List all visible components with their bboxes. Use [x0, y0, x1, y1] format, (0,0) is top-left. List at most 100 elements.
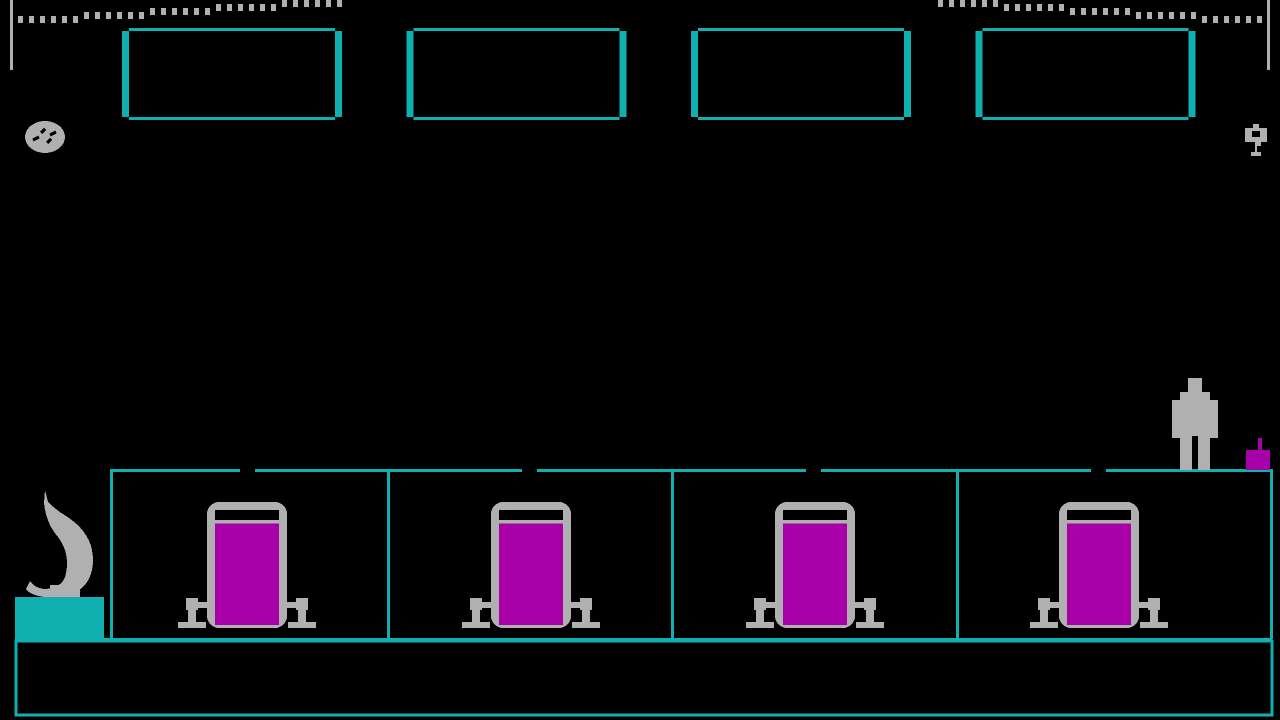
tanks — [178, 502, 1168, 628]
tank-foot — [288, 622, 316, 628]
arch-dash — [128, 12, 133, 19]
arch-dash — [1180, 12, 1185, 19]
windows — [122, 28, 1196, 120]
ceiling-arches — [18, 0, 1262, 23]
window-left — [975, 31, 983, 117]
tank-leg — [866, 610, 874, 624]
platform-segment — [821, 469, 959, 472]
window-top — [129, 28, 335, 31]
keyhole-icon[interactable] — [1245, 124, 1267, 156]
arch-dash — [150, 8, 155, 15]
tank-liquid — [1067, 523, 1131, 625]
window-top — [413, 28, 620, 31]
arch-dash — [1059, 4, 1064, 11]
window-right — [904, 31, 911, 117]
tank-leg-bar — [855, 602, 870, 608]
arch-dash — [139, 12, 144, 19]
arch-dash — [982, 0, 987, 7]
arch-dash — [106, 12, 111, 19]
window-right — [619, 31, 627, 117]
arch-dash — [960, 0, 965, 7]
platform-divider — [1270, 469, 1273, 639]
window-bottom — [413, 117, 620, 120]
window-top — [698, 28, 904, 31]
arch-dash — [1257, 16, 1262, 23]
arch-dash — [1202, 16, 1207, 23]
window-left — [122, 31, 129, 117]
arch-dash — [949, 0, 954, 7]
tank-leg — [298, 610, 306, 624]
status-panel — [14, 639, 1274, 717]
window-top — [982, 28, 1189, 31]
tank-foot — [178, 622, 206, 628]
arch-dash — [1191, 12, 1196, 19]
arch-dash — [1015, 4, 1020, 11]
robot-figure[interactable] — [1172, 378, 1218, 470]
platform-segment — [671, 469, 806, 472]
arch-dash — [183, 8, 188, 15]
arch-dash — [40, 16, 45, 23]
window — [122, 28, 342, 120]
tank-leg-bar — [287, 602, 302, 608]
tank-top-opening — [215, 510, 279, 520]
tank — [462, 502, 600, 628]
arch-dash — [1037, 4, 1042, 11]
tank-leg-bar — [760, 602, 775, 608]
arch-dash — [282, 0, 287, 7]
arch-dash — [1081, 8, 1086, 15]
tank-leg — [756, 610, 764, 624]
platform-segment — [1106, 469, 1273, 472]
clock-icon[interactable] — [25, 121, 65, 153]
arch-dash — [62, 16, 67, 23]
tank — [178, 502, 316, 628]
window-right — [335, 31, 342, 117]
platform-divider — [671, 469, 674, 639]
tank-leg-bar — [571, 602, 586, 608]
window — [975, 28, 1196, 120]
arch-dash — [1125, 8, 1130, 15]
platform-segment — [255, 469, 390, 472]
tank-foot — [746, 622, 774, 628]
arch-dash — [304, 0, 309, 7]
tank-leg-bar — [476, 602, 491, 608]
arch-dash — [1246, 16, 1251, 23]
tank-liquid — [499, 523, 563, 625]
platform-segment — [956, 469, 1091, 472]
magenta-box-item[interactable] — [1246, 438, 1270, 470]
arch-dash — [117, 12, 122, 19]
arch-dash — [1235, 16, 1240, 23]
tank — [1030, 502, 1168, 628]
arch-dash — [938, 0, 943, 7]
flame-statue — [15, 490, 104, 638]
arch-dash — [1048, 4, 1053, 11]
platform-segment — [537, 469, 674, 472]
pedestal — [15, 597, 104, 638]
arch-dash — [1092, 8, 1097, 15]
platform-divider — [387, 469, 390, 639]
arch-dash — [205, 8, 210, 15]
tank-leg — [188, 610, 196, 624]
tank-foot — [1030, 622, 1058, 628]
window-left — [691, 31, 698, 117]
arch-dash — [293, 0, 298, 7]
tank-top-opening — [1067, 510, 1131, 520]
arch-dash — [1169, 12, 1174, 19]
arch-dash — [326, 0, 331, 7]
arch-dash — [1136, 12, 1141, 19]
arch-dash — [260, 4, 265, 11]
platform — [110, 469, 1273, 639]
tank-leg — [582, 610, 590, 624]
window-bottom — [698, 117, 904, 120]
tank-leg — [1040, 610, 1048, 624]
tank-leg-bar — [1044, 602, 1059, 608]
window — [406, 28, 627, 120]
arch-dash — [271, 4, 276, 11]
arch-dash — [29, 16, 34, 23]
arch-dash — [1147, 12, 1152, 19]
arch-dash — [1103, 8, 1108, 15]
window-bottom — [982, 117, 1189, 120]
arch-dash — [1224, 16, 1229, 23]
platform-segment — [110, 469, 240, 472]
arch-dash — [1114, 8, 1119, 15]
